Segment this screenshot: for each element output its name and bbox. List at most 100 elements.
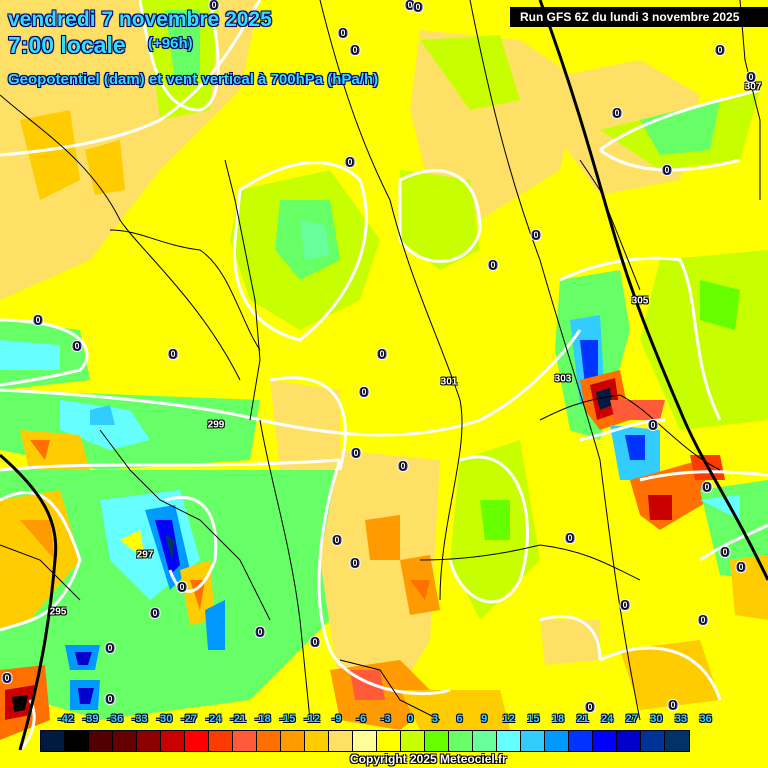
colorbar-swatch xyxy=(521,731,545,751)
colorbar-tick: -33 xyxy=(131,713,148,725)
colorbar-tick: 9 xyxy=(481,713,488,725)
colorbar-legend xyxy=(40,730,690,752)
colorbar-swatch xyxy=(233,731,257,751)
colorbar-swatch xyxy=(89,731,113,751)
zero-velocity-contour-label: 0 xyxy=(104,642,116,654)
zero-velocity-contour-label: 0 xyxy=(714,44,726,56)
colorbar-tick-labels: -42 -39 -36 -33 -30 -27 -24 -21 -18 -15 -12 -9 -6 -3 0… xyxy=(0,713,768,729)
colorbar-tick: 0 xyxy=(407,713,414,725)
colorbar-swatch xyxy=(497,731,521,751)
colorbar-tick: 18 xyxy=(551,713,565,725)
colorbar-tick: -15 xyxy=(279,713,296,725)
colorbar-tick: -3 xyxy=(380,713,391,725)
zero-velocity-contour-label: 0 xyxy=(697,614,709,626)
colorbar-swatch xyxy=(281,731,305,751)
colorbar-swatch xyxy=(209,731,233,751)
zero-velocity-contour-label: 0 xyxy=(719,546,731,558)
colorbar-tick: -27 xyxy=(181,713,197,725)
colorbar-swatch xyxy=(593,731,617,751)
geopotential-contour-label: 305 xyxy=(631,295,649,307)
colorbar-tick: 15 xyxy=(527,713,540,725)
colorbar-tick: -18 xyxy=(254,713,271,725)
zero-velocity-contour-label: 0 xyxy=(619,599,631,611)
colorbar-swatch xyxy=(185,731,209,751)
colorbar-swatch xyxy=(329,731,353,751)
colorbar-tick: 12 xyxy=(502,713,515,725)
zero-velocity-contour-label: 0 xyxy=(254,626,266,638)
colorbar-tick: -21 xyxy=(230,713,247,725)
colorbar-swatch xyxy=(41,731,65,751)
colorbar-tick: 24 xyxy=(601,713,614,725)
zero-velocity-contour-label: 0 xyxy=(358,386,370,398)
zero-velocity-contour-label: 0 xyxy=(667,699,679,711)
zero-velocity-contour-label: 0 xyxy=(331,534,343,546)
colorbar-tick: -6 xyxy=(356,713,367,725)
colorbar-swatch xyxy=(305,731,329,751)
colorbar-swatch xyxy=(377,731,401,751)
zero-velocity-contour-label: 0 xyxy=(584,701,596,713)
zero-velocity-contour-label: 0 xyxy=(309,636,321,648)
colorbar-tick: -30 xyxy=(156,713,173,725)
zero-velocity-contour-label: 0 xyxy=(412,1,424,13)
colorbar-swatch xyxy=(569,731,593,751)
colorbar-tick: -24 xyxy=(205,713,222,725)
geopotential-contour-label: 297 xyxy=(136,549,154,561)
vertical-velocity-field xyxy=(0,0,768,740)
geopotential-contour-label: 301 xyxy=(440,376,458,388)
zero-velocity-contour-label: 0 xyxy=(344,156,356,168)
geopotential-contour-label: 299 xyxy=(207,419,225,431)
colorbar-swatch xyxy=(545,731,569,751)
colorbar-swatch xyxy=(449,731,473,751)
zero-velocity-contour-label: 0 xyxy=(701,481,713,493)
geopotential-contour-label: 303 xyxy=(554,373,572,385)
colorbar-tick: -12 xyxy=(304,713,320,725)
zero-velocity-contour-label: 0 xyxy=(176,581,188,593)
zero-velocity-contour-label: 0 xyxy=(647,419,659,431)
zero-velocity-contour-label: 0 xyxy=(349,557,361,569)
zero-velocity-contour-label: 0 xyxy=(350,447,362,459)
parameter-title: Geopotentiel (dam) et vent vertical à 70… xyxy=(8,71,379,88)
zero-velocity-contour-label: 0 xyxy=(376,348,388,360)
borders-coastlines xyxy=(0,0,761,721)
zero-velocity-contour-label: 0 xyxy=(71,340,83,352)
colorbar-tick: 27 xyxy=(625,713,638,725)
colorbar-tick: -42 xyxy=(58,713,74,725)
colorbar-swatch xyxy=(113,731,137,751)
colorbar-tick: 36 xyxy=(699,713,712,725)
colorbar-tick: -9 xyxy=(331,713,342,725)
colorbar-tick: 30 xyxy=(650,713,663,725)
forecast-local-time: 7:00 locale xyxy=(8,32,126,58)
zero-velocity-contour-label: 0 xyxy=(745,71,757,83)
zero-velocity-contour-label: 0 xyxy=(530,229,542,241)
model-run-banner: Run GFS 6Z du lundi 3 novembre 2025 xyxy=(510,7,768,27)
zero-velocity-contour-label: 0 xyxy=(1,672,13,684)
forecast-date: vendredi 7 novembre 2025 xyxy=(8,8,272,31)
zero-velocity-contour-label: 0 xyxy=(349,44,361,56)
colorbar-tick: 6 xyxy=(456,713,463,725)
zero-velocity-contour-label: 0 xyxy=(611,107,623,119)
colorbar-swatch xyxy=(161,731,185,751)
geopotential-contour-label: 307 xyxy=(744,81,762,93)
colorbar-swatch xyxy=(665,731,689,751)
colorbar-tick: 33 xyxy=(674,713,688,725)
geopotential-isolines xyxy=(0,0,768,751)
colorbar-swatch xyxy=(353,731,377,751)
colorbar-swatch xyxy=(257,731,281,751)
geopotential-contour-label: 295 xyxy=(49,606,67,618)
zero-velocity-contour-label: 0 xyxy=(149,607,161,619)
colorbar-swatch xyxy=(641,731,665,751)
colorbar-swatch xyxy=(617,731,641,751)
zero-velocity-contour-label: 0 xyxy=(337,27,349,39)
zero-velocity-contour-label: 0 xyxy=(104,693,116,705)
zero-velocity-contour-label: 0 xyxy=(564,532,576,544)
colorbar-tick: -36 xyxy=(107,713,124,725)
colorbar-swatch xyxy=(473,731,497,751)
colorbar-swatch xyxy=(425,731,449,751)
forecast-lead-time: (+96h) xyxy=(148,35,193,52)
zero-velocity-contour-label: 0 xyxy=(487,259,499,271)
zero-velocity-contour-label: 0 xyxy=(208,0,220,11)
zero-velocity-contour-label: 0 xyxy=(32,314,44,326)
colorbar-swatch xyxy=(401,731,425,751)
zero-velocity-contour-label: 0 xyxy=(661,164,673,176)
